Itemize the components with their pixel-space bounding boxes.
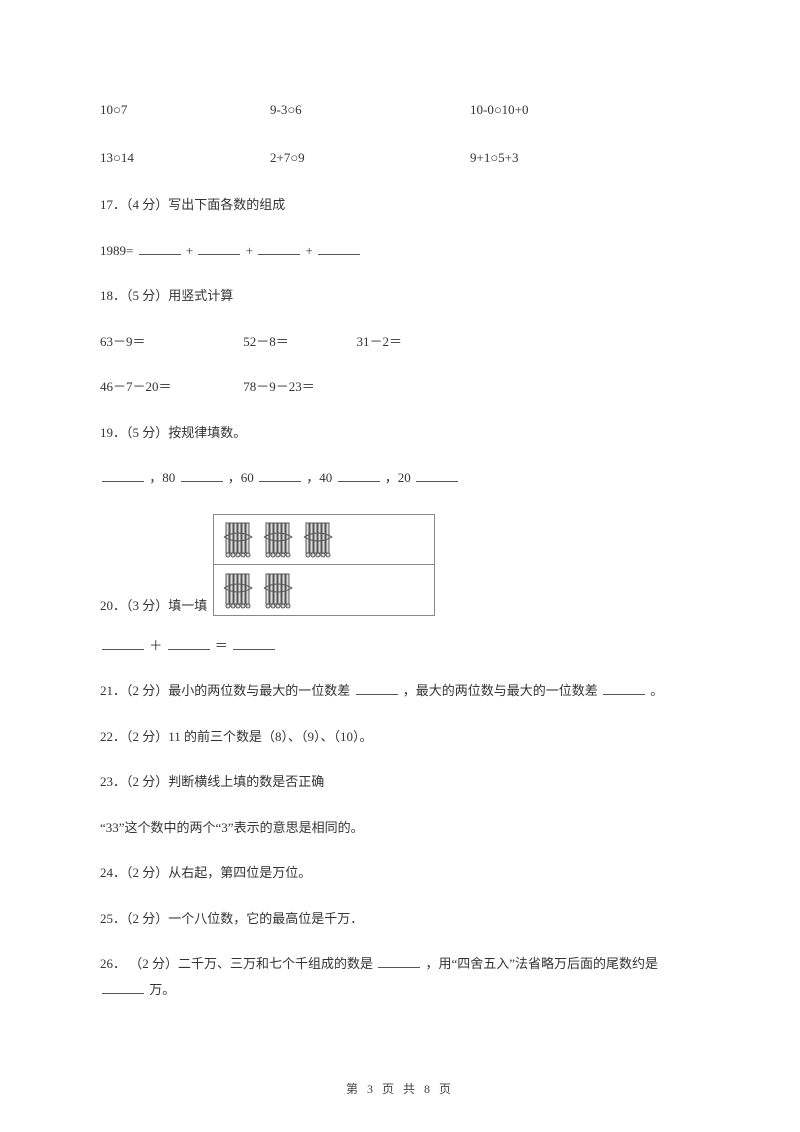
q21-blank-1[interactable] — [356, 681, 398, 695]
q20-expr: ＋ ＝ — [100, 636, 700, 656]
q17-blank-2[interactable] — [198, 241, 240, 255]
q21-prefix: 21．（2 分）最小的两位数与最大的一位数差 — [100, 683, 350, 698]
q19-blank-3[interactable] — [259, 468, 301, 482]
q18-2a: 46－7－20＝ — [100, 377, 240, 397]
q26-prefix: 26． （2 分）二千万、三万和七个千组成的数是 — [100, 956, 373, 971]
q18-line1: 63－9＝ 52－8＝ 31－2＝ — [100, 332, 700, 352]
q26-mid: ，用“四舍五入”法省略万后面的尾数约是 — [426, 956, 659, 971]
q20-blank-3[interactable] — [233, 636, 275, 650]
q18-1a: 63－9＝ — [100, 332, 240, 352]
q17-plus-3: + — [306, 243, 313, 258]
q21: 21．（2 分）最小的两位数与最大的一位数差 ，最大的两位数与最大的一位数差 。 — [100, 681, 700, 701]
q18-2b: 78－9－23＝ — [243, 379, 315, 394]
q17-prompt: 17．（4 分）写出下面各数的组成 — [100, 195, 700, 215]
q19-blank-1[interactable] — [102, 468, 144, 482]
bundle-icon — [220, 570, 256, 610]
q18-1c: 31－2＝ — [357, 334, 403, 349]
q17-blank-1[interactable] — [139, 241, 181, 255]
bundle-figure — [213, 514, 435, 616]
q17-blank-3[interactable] — [258, 241, 300, 255]
q18-prompt: 18．（5 分）用竖式计算 — [100, 286, 700, 306]
q19-seq: ，80 ，60 ，40 ，20 — [100, 468, 700, 488]
bundle-icon — [300, 519, 336, 559]
q19-seg1: ，80 — [149, 470, 175, 485]
q23-body: “33”这个数中的两个“3”表示的意思是相同的。 — [100, 818, 700, 838]
cmp-10m0-10p0: 10-0○10+0 — [470, 100, 660, 120]
q19-blank-2[interactable] — [181, 468, 223, 482]
q20-plus: ＋ — [149, 638, 162, 653]
q21-blank-2[interactable] — [603, 681, 645, 695]
q26-line1: 26． （2 分）二千万、三万和七个千组成的数是 ，用“四舍五入”法省略万后面的… — [100, 954, 700, 974]
compare-row-2: 13○14 2+7○9 9+1○5+3 — [100, 148, 700, 168]
compare-row-1: 10○7 9-3○6 10-0○10+0 — [100, 100, 700, 120]
q19-seg3: ，40 — [306, 470, 332, 485]
q22: 22．（2 分）11 的前三个数是（8）、（9）、（10）。 — [100, 727, 700, 747]
q17-plus-2: + — [246, 243, 253, 258]
document-page: 10○7 9-3○6 10-0○10+0 13○14 2+7○9 9+1○5+3… — [0, 0, 800, 1132]
cmp-9m3-6: 9-3○6 — [270, 100, 470, 120]
q25: 25．（2 分）一个八位数，它的最高位是千万． — [100, 909, 700, 929]
q18-line2: 46－7－20＝ 78－9－23＝ — [100, 377, 700, 397]
q19-blank-4[interactable] — [338, 468, 380, 482]
q19-seg2: ，60 — [228, 470, 254, 485]
q26-line2: 万。 — [100, 980, 700, 1000]
q20-prompt: 20．（3 分）填一填 — [100, 596, 207, 616]
q26-suffix: 万。 — [149, 982, 175, 997]
q20-blank-1[interactable] — [102, 636, 144, 650]
q20-eq: ＝ — [215, 638, 228, 653]
cmp-2p7-9: 2+7○9 — [270, 148, 470, 168]
bundle-icon — [260, 519, 296, 559]
q17-expr: 1989= + + + — [100, 241, 700, 261]
bundle-icon — [220, 519, 256, 559]
q17-plus-1: + — [186, 243, 193, 258]
cmp-13-14: 13○14 — [100, 148, 270, 168]
bundle-row-top — [214, 515, 434, 565]
q23-prompt: 23．（2 分）判断横线上填的数是否正确 — [100, 772, 700, 792]
cmp-10-7: 10○7 — [100, 100, 270, 120]
q21-mid: ，最大的两位数与最大的一位数差 — [403, 683, 598, 698]
bundle-icon — [260, 570, 296, 610]
q24: 24．（2 分）从右起，第四位是万位。 — [100, 863, 700, 883]
q19-blank-5[interactable] — [416, 468, 458, 482]
q20-row: 20．（3 分）填一填 — [100, 514, 700, 616]
q19-prompt: 19．（5 分）按规律填数。 — [100, 423, 700, 443]
q17-lhs: 1989= — [100, 243, 133, 258]
q18-1b: 52－8＝ — [243, 332, 353, 352]
page-footer: 第 3 页 共 8 页 — [0, 1080, 800, 1098]
q26-blank-1[interactable] — [378, 954, 420, 968]
cmp-9p1-5p3: 9+1○5+3 — [470, 148, 660, 168]
q20-blank-2[interactable] — [168, 636, 210, 650]
q17-blank-4[interactable] — [318, 241, 360, 255]
q21-suffix: 。 — [650, 683, 663, 698]
q26-blank-2[interactable] — [102, 980, 144, 994]
bundle-row-bottom — [214, 565, 434, 615]
q19-seg4: ，20 — [385, 470, 411, 485]
